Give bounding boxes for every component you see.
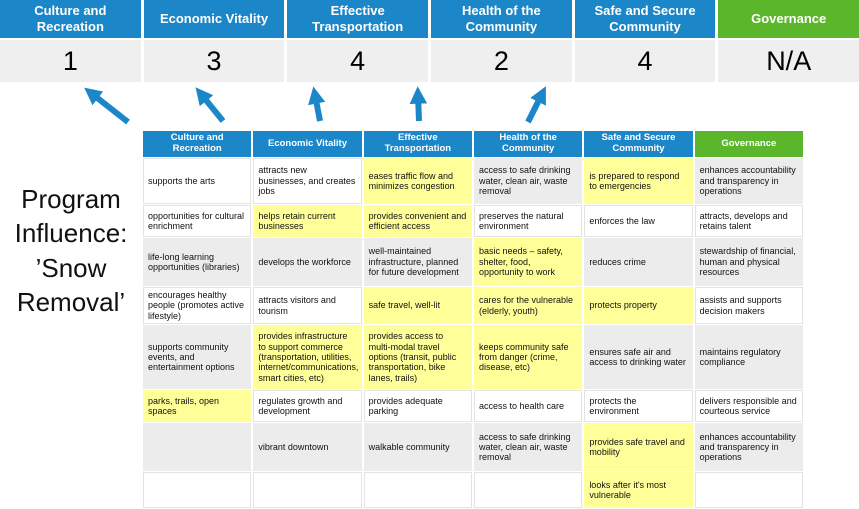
table-cell-r2-c0: life-long learning opportunities (librar… xyxy=(143,238,252,286)
table-cell-r5-c4: protects the environment xyxy=(584,390,693,423)
table-header-cell-0: Culture and Recreation xyxy=(143,131,252,157)
table-cell-r4-c4: ensures safe air and access to drinking … xyxy=(584,325,693,390)
table-cell-r0-c5: enhances accountability and transparency… xyxy=(694,158,803,204)
score-value-4: 4 xyxy=(574,40,716,82)
table-row-7: looks after it's most vulnerable xyxy=(143,472,803,509)
table-cell-r0-c2: eases traffic flow and minimizes congest… xyxy=(363,158,472,204)
table-cell-r3-c0: encourages healthy people (promotes acti… xyxy=(143,287,252,325)
table-cell-r4-c5: maintains regulatory compliance xyxy=(694,325,803,390)
table-header-cell-5: Governance xyxy=(694,131,803,157)
table-cell-r7-c4: looks after it's most vulnerable xyxy=(584,472,693,509)
category-header-1: Economic Vitality xyxy=(143,0,285,38)
table-cell-r2-c3: basic needs – safety, shelter, food, opp… xyxy=(473,238,583,286)
program-influence-title: Program Influence: ’Snow Removal’ xyxy=(14,184,128,317)
table-cell-r6-c4: provides safe travel and mobility xyxy=(584,423,693,472)
table-row-2: life-long learning opportunities (librar… xyxy=(143,238,803,286)
table-cell-r5-c2: provides adequate parking xyxy=(363,390,472,423)
table-cell-r6-c0 xyxy=(143,423,252,472)
table-header-cell-1: Economic Vitality xyxy=(253,131,362,157)
table-cell-r1-c1: helps retain current businesses xyxy=(253,205,362,237)
table-cell-r2-c1: develops the workforce xyxy=(253,238,362,286)
score-value-5: N/A xyxy=(718,40,859,82)
score-value-3: 2 xyxy=(431,40,572,82)
category-header-2: Effective Transportation xyxy=(287,0,429,38)
table-cell-r0-c0: supports the arts xyxy=(143,158,252,204)
table-cell-r0-c4: is prepared to respond to emergencies xyxy=(584,158,693,204)
table-cell-r7-c3 xyxy=(473,472,583,509)
table-header-cell-3: Health of the Community xyxy=(473,131,583,157)
table-cell-r3-c1: attracts visitors and tourism xyxy=(253,287,362,325)
table-cell-r6-c5: enhances accountability and transparency… xyxy=(694,423,803,472)
table-cell-r7-c0 xyxy=(143,472,252,509)
score-value-2: 4 xyxy=(287,40,429,82)
table-cell-r5-c5: delivers responsible and courteous servi… xyxy=(694,390,803,423)
arrow-up-icon xyxy=(409,86,428,122)
arrow-up-icon xyxy=(195,87,226,123)
table-row-5: parks, trails, open spaces regulates grow… xyxy=(143,390,803,423)
table-row-6: vibrant downtown walkable community access… xyxy=(143,423,803,472)
score-value-1: 3 xyxy=(143,40,285,82)
table-cell-r2-c2: well-maintained infrastructure, planned … xyxy=(363,238,472,286)
influence-matrix-table: Culture and Recreation Economic Vitality E… xyxy=(141,130,805,509)
table-cell-r1-c0: opportunities for cultural enrichment xyxy=(143,205,252,237)
score-value-0: 1 xyxy=(0,40,141,82)
table-cell-r5-c1: regulates growth and development xyxy=(253,390,362,423)
table-cell-r4-c2: provides access to multi-modal travel op… xyxy=(363,325,472,390)
table-cell-r6-c1: vibrant downtown xyxy=(253,423,362,472)
category-header-3: Health of the Community xyxy=(431,0,572,38)
table-cell-r6-c2: walkable community xyxy=(363,423,472,472)
table-cell-r4-c1: provides infrastructure to support comme… xyxy=(253,325,362,390)
table-cell-r7-c1 xyxy=(253,472,362,509)
category-band: Culture and Recreation Economic Vitality E… xyxy=(0,0,859,38)
table-cell-r7-c2 xyxy=(363,472,472,509)
table-cell-r3-c2: safe travel, well-lit xyxy=(363,287,472,325)
table-cell-r1-c2: provides convenient and efficient access xyxy=(363,205,472,237)
table-row-4: supports community events, and entertain… xyxy=(143,325,803,390)
arrow-up-icon xyxy=(308,86,326,122)
table-cell-r4-c3: keeps community safe from danger (crime,… xyxy=(473,325,583,390)
table-cell-r0-c3: access to safe drinking water, clean air… xyxy=(473,158,583,204)
table-header-cell-2: Effective Transportation xyxy=(363,131,472,157)
table-row-0: supports the arts attracts new businesses… xyxy=(143,158,803,204)
table-cell-r5-c0: parks, trails, open spaces xyxy=(143,390,252,423)
table-row-1: opportunities for cultural enrichment hel… xyxy=(143,205,803,237)
table-row-3: encourages healthy people (promotes acti… xyxy=(143,287,803,325)
table-cell-r3-c5: assists and supports decision makers xyxy=(694,287,803,325)
table-cell-r7-c5 xyxy=(694,472,803,509)
table-cell-r5-c3: access to health care xyxy=(473,390,583,423)
table-cell-r3-c4: protects property xyxy=(584,287,693,325)
category-header-0: Culture and Recreation xyxy=(0,0,141,38)
table-cell-r6-c3: access to safe drinking water, clean air… xyxy=(473,423,583,472)
table-cell-r1-c3: preserves the natural environment xyxy=(473,205,583,237)
matrix-header: Culture and Recreation Economic Vitality E… xyxy=(143,131,803,157)
category-header-5: Governance xyxy=(718,0,859,38)
score-row: 1 3 4 2 4 N/A xyxy=(0,40,859,82)
matrix-header-row: Culture and Recreation Economic Vitality E… xyxy=(143,131,803,157)
table-cell-r2-c4: reduces crime xyxy=(584,238,693,286)
table-header-cell-4: Safe and Secure Community xyxy=(584,131,693,157)
category-header-4: Safe and Secure Community xyxy=(574,0,716,38)
table-cell-r1-c5: attracts, develops and retains talent xyxy=(694,205,803,237)
table-cell-r4-c0: supports community events, and entertain… xyxy=(143,325,252,390)
arrows-layer xyxy=(84,86,546,125)
table-cell-r1-c4: enforces the law xyxy=(584,205,693,237)
table-cell-r2-c5: stewardship of financial, human and phys… xyxy=(694,238,803,286)
matrix-body: supports the arts attracts new businesses… xyxy=(143,158,803,509)
table-cell-r0-c1: attracts new businesses, and creates job… xyxy=(253,158,362,204)
arrow-up-icon xyxy=(525,86,546,124)
table-cell-r3-c3: cares for the vulnerable (elderly, youth… xyxy=(473,287,583,325)
arrow-up-icon xyxy=(84,87,130,125)
